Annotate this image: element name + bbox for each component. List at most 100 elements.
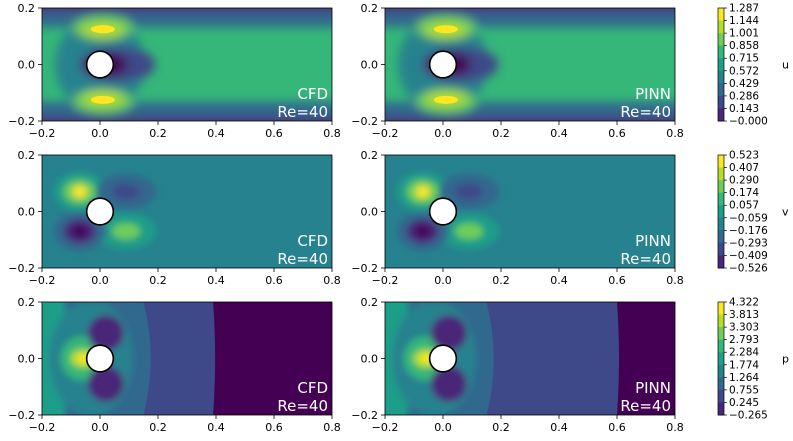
colorbar-frame: [717, 154, 725, 269]
annotation-method: CFD: [297, 85, 328, 103]
y-tick-label: −0.2: [8, 262, 35, 275]
x-tick-label: 0.2: [149, 274, 167, 287]
colorbar-tick-label: 0.572: [729, 65, 759, 77]
colorbar-band: [718, 364, 724, 378]
x-tick-label: 0.6: [608, 421, 626, 434]
plateau: [163, 44, 332, 85]
cylinder: [85, 50, 115, 79]
colorbar-tick-label: 0.715: [729, 53, 759, 65]
low-pressure-region: [617, 302, 675, 415]
colorbar-band: [718, 402, 724, 416]
max-core-top: [433, 25, 458, 34]
y-tick-label: 0.2: [361, 149, 379, 162]
annotation-method: PINN: [635, 379, 671, 397]
x-tick-label: 0.8: [666, 274, 684, 287]
colorbar-frame: [717, 301, 725, 416]
annotation-method: PINN: [635, 85, 671, 103]
colorbar-tick-label: 0.523: [729, 150, 759, 162]
x-tick-label: −0.2: [29, 127, 56, 140]
x-tick-label: 0.2: [149, 421, 167, 434]
colorbar-tick-label: 1.774: [729, 359, 759, 371]
annotation-reynolds: Re=40: [620, 397, 671, 415]
max-core-bottom: [90, 95, 115, 104]
annotation-reynolds: Re=40: [620, 250, 671, 268]
pos-lobe-1-core: [72, 185, 87, 198]
colorbar-band: [718, 95, 724, 109]
wall-layer-top-2: [42, 11, 332, 27]
max-core-bottom: [433, 95, 458, 104]
y-tick-label: −0.2: [351, 262, 378, 275]
y-tick-label: 0.0: [361, 353, 379, 366]
low-pressure-region: [213, 302, 332, 415]
x-tick-label: 0.2: [149, 127, 167, 140]
colorbar-band: [718, 180, 724, 194]
wall-layer-top-2: [385, 11, 675, 27]
annotation-reynolds: Re=40: [620, 103, 671, 121]
colorbar-band: [718, 192, 724, 206]
colorbar-band: [718, 255, 724, 269]
colorbar-band: [718, 70, 724, 84]
colorbar-tick-label: −0.059: [729, 212, 768, 224]
colorbar-band: [718, 8, 724, 22]
colorbar-tick-label: 1.001: [729, 28, 759, 40]
colorbar-tick-label: 4.322: [729, 297, 759, 309]
colorbar-band: [718, 302, 724, 316]
colorbar-band: [718, 242, 724, 256]
x-tick-label: 0.4: [207, 421, 225, 434]
colorbar-band: [718, 155, 724, 169]
colorbar-tick-label: 2.793: [729, 334, 759, 346]
x-tick-label: −0.2: [29, 274, 56, 287]
y-tick-label: 0.0: [361, 206, 379, 219]
colorbar-tick-label: 0.143: [729, 103, 759, 115]
colorbar-label: v: [782, 206, 789, 219]
x-tick-label: 0.0: [91, 274, 109, 287]
x-tick-label: 0.0: [434, 127, 452, 140]
colorbar-band: [718, 377, 724, 391]
y-tick-label: −0.2: [8, 115, 35, 128]
colorbar-tick-label: 0.245: [729, 397, 759, 409]
panels: −0.2 0.0 0.2 0.4 0.6 0.8 0.2 0.0 −0.2 CFD Re=40 −0.…: [8, 2, 684, 434]
colorbar-tick-label: 3.813: [729, 309, 759, 321]
y-tick-label: 0.0: [18, 206, 36, 219]
colorbar-tick-label: 1.287: [729, 3, 759, 15]
x-tick-label: 0.0: [434, 421, 452, 434]
colorbar-band: [718, 230, 724, 244]
cylinder: [428, 197, 458, 226]
neg-lobe-1-core: [72, 225, 87, 238]
contour-field: [42, 155, 332, 268]
neg-lobe-2-core: [112, 183, 141, 200]
contour-field: [385, 302, 675, 415]
colorbar-band: [718, 33, 724, 47]
cylinder: [85, 344, 115, 373]
colorbar-label: u: [782, 59, 789, 72]
x-tick-label: 0.6: [265, 421, 283, 434]
colorbar-tick-label: 0.057: [729, 200, 759, 212]
y-tick-label: 0.2: [361, 2, 379, 15]
colorbar-band: [718, 205, 724, 219]
colorbar-p: 4.3223.8133.3032.7932.2841.7741.2640.755…: [717, 297, 789, 422]
colorbar-tick-label: 3.303: [729, 322, 759, 334]
colorbar-tick-label: −0.409: [729, 250, 768, 262]
x-tick-label: 0.6: [265, 274, 283, 287]
y-tick-label: 0.0: [18, 353, 36, 366]
y-tick-label: −0.2: [351, 409, 378, 422]
plateau: [506, 44, 675, 85]
colorbar-tick-label: 1.264: [729, 372, 759, 384]
colorbar-band: [718, 167, 724, 181]
x-tick-label: 0.0: [91, 127, 109, 140]
contour-field: [42, 8, 332, 121]
cylinder: [85, 197, 115, 226]
colorbar-u: 1.2871.1441.0010.8580.7150.5720.4290.286…: [717, 3, 789, 128]
colorbar-tick-label: 0.290: [729, 175, 759, 187]
pos-lobe-2-core: [455, 223, 484, 240]
colorbar-band: [718, 339, 724, 353]
y-tick-label: −0.2: [8, 409, 35, 422]
y-tick-label: 0.2: [18, 149, 36, 162]
colorbar-tick-label: −0.293: [729, 237, 768, 249]
x-tick-label: −0.2: [372, 274, 399, 287]
cylinder: [428, 344, 458, 373]
y-tick-label: −0.2: [351, 115, 378, 128]
x-tick-label: 0.8: [323, 421, 341, 434]
